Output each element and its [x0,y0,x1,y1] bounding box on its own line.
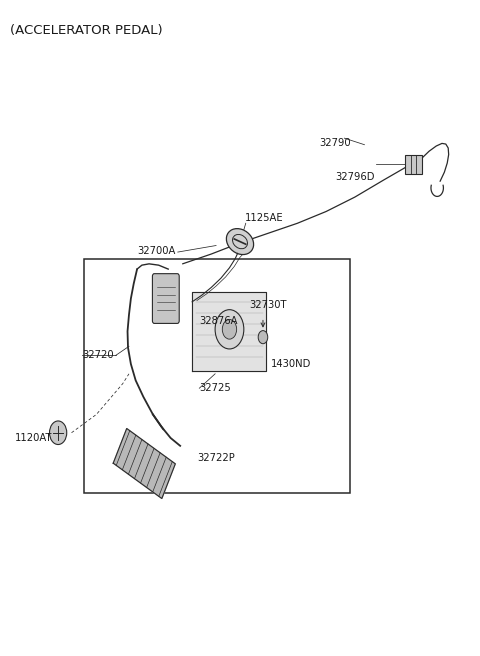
Text: 32720: 32720 [82,350,114,361]
Polygon shape [192,292,266,371]
Ellipse shape [227,228,253,255]
Text: 32876A: 32876A [199,316,238,327]
Circle shape [258,331,268,344]
Text: 32700A: 32700A [137,246,176,256]
Circle shape [215,310,244,349]
Text: 1430ND: 1430ND [271,359,312,369]
Polygon shape [113,428,175,499]
Text: 32796D: 32796D [336,173,375,182]
Text: 32722P: 32722P [197,453,235,462]
Circle shape [49,421,67,445]
Text: 32725: 32725 [199,383,231,393]
Bar [405,155,422,173]
Text: 1125AE: 1125AE [245,213,283,223]
Text: 1120AT: 1120AT [15,433,52,443]
Text: 32730T: 32730T [250,300,287,310]
FancyBboxPatch shape [153,274,179,323]
Text: (ACCELERATOR PEDAL): (ACCELERATOR PEDAL) [10,24,163,37]
Circle shape [222,319,237,339]
Bar [84,259,350,493]
Text: 32790: 32790 [319,138,350,148]
